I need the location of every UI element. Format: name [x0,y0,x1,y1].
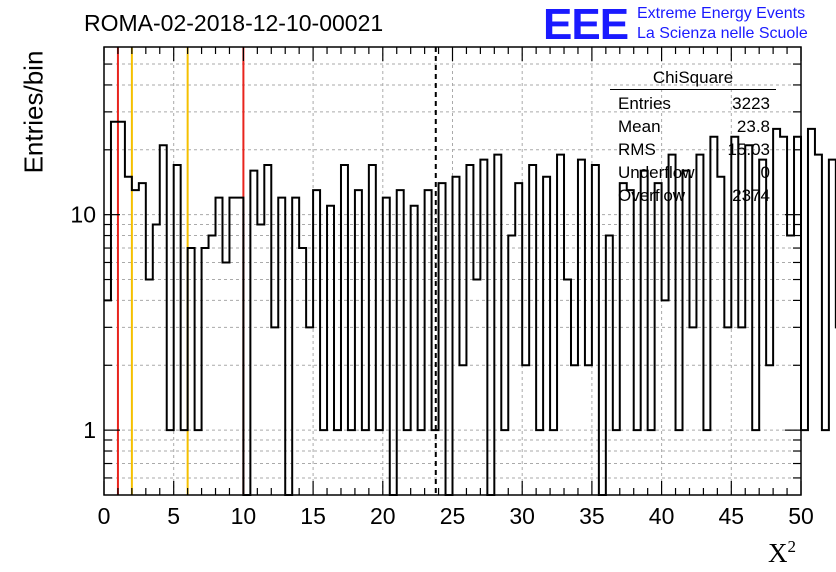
y-axis-label: Entries/bin [18,50,49,174]
y-tick-label: 1 [83,417,96,443]
x-tick-label: 40 [649,503,675,529]
x-tick-label: 0 [98,503,111,529]
marker-lines [116,47,437,495]
stats-row-entries: Entries 3223 [618,94,770,113]
stats-row-mean: Mean 23.8 [618,117,770,136]
logo-line-2: La Scienza nelle Scuole [637,25,808,42]
x-tick-label: 50 [788,503,814,529]
eee-logo: EEE [543,0,629,49]
tick-labels: 0 5 10 15 20 25 30 35 40 45 50 1 10 [70,202,813,529]
x-tick-label: 25 [440,503,466,529]
chart-title: ROMA-02-2018-12-10-00021 [84,10,384,36]
stats-box: ChiSquare Entries 3223 Mean 23.8 RMS 15.03 … [610,68,776,207]
histogram-step-line [104,120,836,496]
stats-row-underflow: Underflow 0 [618,163,770,182]
stats-row-overflow: Overflow 2374 [618,186,770,205]
stats-row-rms: RMS 15.03 [618,140,770,159]
x-axis-label: Χ2 [768,537,796,568]
x-tick-label: 30 [509,503,535,529]
axis-ticks [103,47,802,495]
logo-line-1: Extreme Energy Events [637,5,806,22]
histogram-series [104,120,836,496]
x-tick-label: 20 [370,503,396,529]
x-tick-label: 15 [300,503,326,529]
y-tick-label: 10 [70,202,96,228]
x-tick-label: 35 [579,503,605,529]
x-tick-label: 45 [719,503,745,529]
x-tick-label: 10 [231,503,257,529]
stats-name: ChiSquare [610,68,776,90]
x-tick-label: 5 [167,503,180,529]
